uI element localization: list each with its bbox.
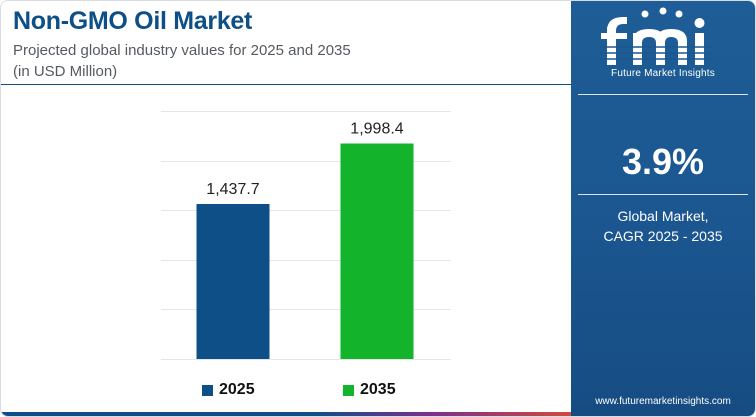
legend-item-2035: 2035 bbox=[343, 381, 396, 399]
summary-panel: Future Market Insights 3.9% Global Marke… bbox=[571, 1, 755, 416]
subtitle-line-2: (in USD Million) bbox=[13, 63, 118, 80]
panel-divider-middle bbox=[578, 194, 748, 195]
legend-item-2025: 2025 bbox=[202, 381, 255, 399]
legend-swatch-2035 bbox=[343, 384, 354, 396]
cagr-label: Global Market, CAGR 2025 - 2035 bbox=[571, 206, 755, 246]
data-label-2035: 1,998.4 bbox=[350, 121, 403, 138]
subtitle: Projected global industry values for 202… bbox=[13, 40, 493, 82]
legend-label-2035: 2035 bbox=[360, 381, 396, 398]
subtitle-line-1: Projected global industry values for 202… bbox=[13, 42, 351, 59]
logo-tagline: Future Market Insights bbox=[611, 68, 715, 79]
cagr-label-line-2: CAGR 2025 - 2035 bbox=[603, 228, 723, 244]
cagr-value: 3.9% bbox=[621, 141, 705, 182]
page-title: Non-GMO Oil Market bbox=[13, 7, 253, 35]
fmi-logo-icon bbox=[599, 7, 711, 65]
legend-swatch-2025 bbox=[202, 384, 213, 396]
legend-label-2025: 2025 bbox=[219, 381, 255, 398]
data-label-2025: 1,437.7 bbox=[206, 181, 259, 198]
website-url: www.futuremarketinsights.com bbox=[595, 396, 731, 407]
fmi-logo: Future Market Insights bbox=[571, 1, 755, 91]
bottom-accent-bar bbox=[1, 412, 571, 416]
bar-chart: 1,437.7 1,998.4 bbox=[161, 111, 451, 360]
bar-2035 bbox=[340, 143, 414, 359]
bar-2025 bbox=[196, 203, 270, 359]
panel-divider-top bbox=[578, 94, 748, 95]
title-divider bbox=[1, 84, 571, 85]
cagr-label-line-1: Global Market, bbox=[617, 208, 709, 224]
